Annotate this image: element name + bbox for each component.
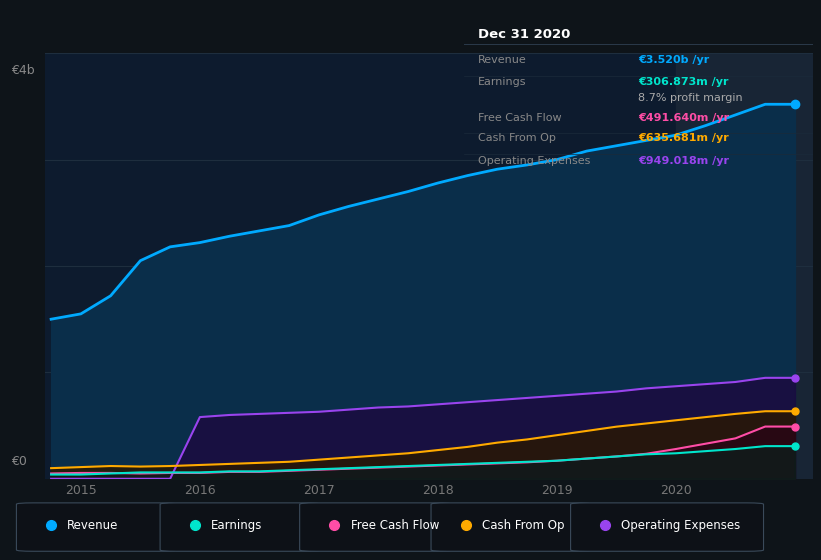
Text: €0: €0: [11, 455, 26, 468]
Text: Operating Expenses: Operating Expenses: [478, 156, 590, 166]
FancyBboxPatch shape: [160, 503, 320, 551]
Text: Operating Expenses: Operating Expenses: [621, 519, 741, 531]
FancyBboxPatch shape: [16, 503, 177, 551]
Text: Cash From Op: Cash From Op: [478, 133, 556, 143]
Text: €949.018m /yr: €949.018m /yr: [639, 156, 729, 166]
Text: Revenue: Revenue: [67, 519, 119, 531]
FancyBboxPatch shape: [300, 503, 452, 551]
Text: Revenue: Revenue: [478, 55, 526, 65]
Text: Earnings: Earnings: [211, 519, 263, 531]
FancyBboxPatch shape: [571, 503, 764, 551]
Text: €3.520b /yr: €3.520b /yr: [639, 55, 709, 65]
Text: Cash From Op: Cash From Op: [482, 519, 564, 531]
Text: Earnings: Earnings: [478, 77, 526, 87]
FancyBboxPatch shape: [431, 503, 591, 551]
Bar: [676, 53, 813, 479]
Text: Free Cash Flow: Free Cash Flow: [351, 519, 439, 531]
Text: €491.640m /yr: €491.640m /yr: [639, 113, 729, 123]
Text: Free Cash Flow: Free Cash Flow: [478, 113, 562, 123]
Text: €306.873m /yr: €306.873m /yr: [639, 77, 729, 87]
Text: Dec 31 2020: Dec 31 2020: [478, 28, 571, 41]
Text: €635.681m /yr: €635.681m /yr: [639, 133, 729, 143]
Text: 8.7% profit margin: 8.7% profit margin: [639, 94, 743, 104]
Text: €4b: €4b: [11, 64, 34, 77]
